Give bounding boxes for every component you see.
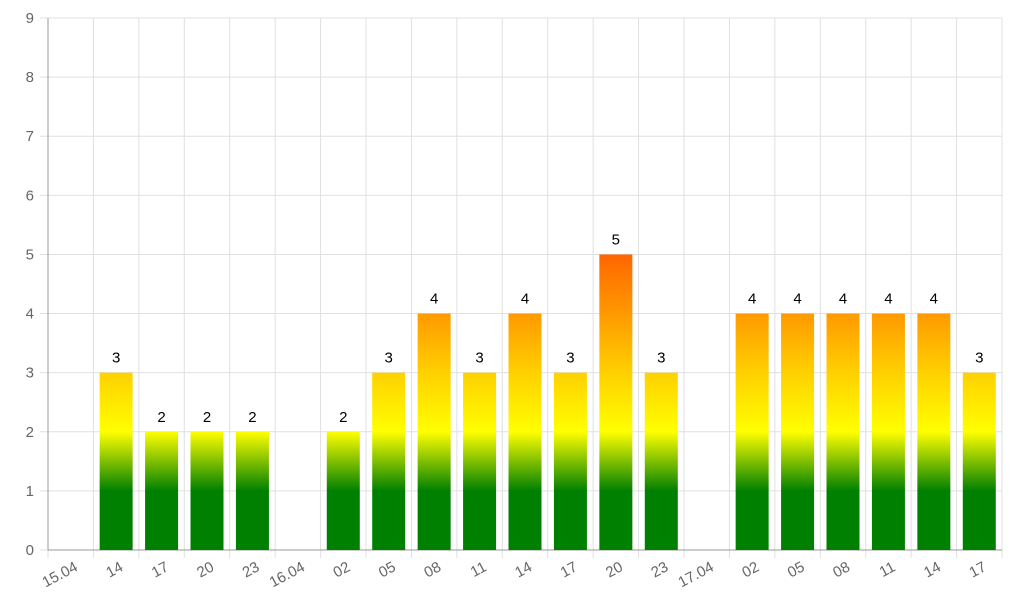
y-tick-label: 0 bbox=[26, 542, 34, 559]
data-label: 4 bbox=[930, 291, 938, 308]
y-tick-label: 5 bbox=[26, 246, 34, 263]
bar bbox=[235, 431, 269, 550]
bars bbox=[99, 254, 996, 550]
y-axis-ticks: 0 1 2 3 4 5 6 7 8 9 bbox=[26, 10, 34, 559]
bar bbox=[917, 313, 951, 550]
bar bbox=[326, 431, 360, 550]
x-tick-label: 08 bbox=[421, 559, 444, 582]
x-tick-label: 16.04 bbox=[267, 559, 308, 592]
data-labels: 3 2 2 2 2 3 4 3 4 3 5 3 4 4 4 4 4 3 bbox=[112, 231, 983, 425]
data-label: 2 bbox=[248, 409, 256, 426]
y-tick-label: 3 bbox=[26, 365, 34, 382]
x-tick-label: 15.04 bbox=[39, 559, 80, 592]
data-label: 4 bbox=[884, 291, 892, 308]
data-label: 4 bbox=[839, 291, 847, 308]
y-tick-label: 4 bbox=[26, 306, 34, 323]
data-label: 3 bbox=[112, 350, 120, 367]
data-label: 3 bbox=[566, 350, 574, 367]
x-tick-label: 17 bbox=[966, 559, 989, 582]
bar bbox=[463, 372, 497, 550]
x-tick-label: 14 bbox=[103, 559, 126, 582]
bar bbox=[99, 372, 133, 550]
bar bbox=[781, 313, 815, 550]
x-tick-label: 11 bbox=[468, 559, 490, 581]
x-axis-ticks: 15.04 14 17 20 23 16.04 02 05 08 11 14 17 20 23 17.04 0… bbox=[39, 559, 989, 592]
x-tick-label: 14 bbox=[921, 559, 944, 582]
data-label: 3 bbox=[975, 350, 983, 367]
bar bbox=[372, 372, 406, 550]
x-tick-label: 20 bbox=[194, 559, 217, 582]
x-tick-label: 08 bbox=[830, 559, 853, 582]
data-label: 3 bbox=[385, 350, 393, 367]
x-tick-label: 02 bbox=[330, 559, 353, 582]
x-tick-label: 17 bbox=[149, 559, 172, 582]
bar bbox=[735, 313, 769, 550]
bar bbox=[644, 372, 678, 550]
x-tick-label: 20 bbox=[603, 559, 626, 582]
y-tick-label: 1 bbox=[26, 483, 34, 500]
x-tick-label: 05 bbox=[785, 559, 808, 582]
x-tick-label: 14 bbox=[512, 559, 535, 582]
bar bbox=[553, 372, 587, 550]
grid-lines bbox=[40, 17, 1003, 558]
data-label: 2 bbox=[339, 409, 347, 426]
bar bbox=[962, 372, 996, 550]
x-tick-label: 17.04 bbox=[675, 559, 716, 592]
data-label: 3 bbox=[657, 350, 665, 367]
x-tick-label: 23 bbox=[240, 559, 263, 582]
y-tick-label: 9 bbox=[26, 10, 34, 27]
y-tick-label: 6 bbox=[26, 187, 34, 204]
data-label: 4 bbox=[793, 291, 801, 308]
data-label: 4 bbox=[430, 291, 438, 308]
x-tick-label: 17 bbox=[558, 559, 581, 582]
bar bbox=[145, 431, 179, 550]
x-tick-label: 11 bbox=[877, 559, 899, 581]
x-tick-label: 02 bbox=[739, 559, 762, 582]
data-label: 4 bbox=[521, 291, 529, 308]
bar bbox=[417, 313, 451, 550]
bar bbox=[190, 431, 224, 550]
bar bbox=[599, 254, 633, 550]
bar bbox=[826, 313, 860, 550]
data-label: 3 bbox=[475, 350, 483, 367]
data-label: 5 bbox=[612, 231, 620, 248]
data-label: 4 bbox=[748, 291, 756, 308]
x-tick-label: 05 bbox=[376, 559, 399, 582]
data-label: 2 bbox=[157, 409, 165, 426]
x-tick-label: 23 bbox=[648, 559, 671, 582]
bar bbox=[508, 313, 542, 550]
y-tick-label: 2 bbox=[26, 424, 34, 441]
data-label: 2 bbox=[203, 409, 211, 426]
y-tick-label: 7 bbox=[26, 128, 34, 145]
y-tick-label: 8 bbox=[26, 69, 34, 86]
bar bbox=[871, 313, 905, 550]
